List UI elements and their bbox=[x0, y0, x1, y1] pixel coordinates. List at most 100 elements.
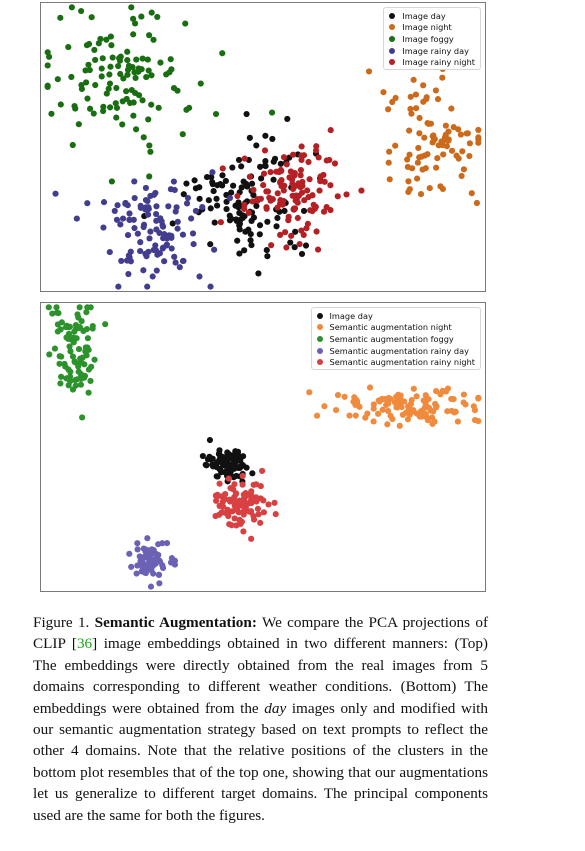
caption-emphasis-day: day bbox=[264, 699, 287, 717]
scatter-point bbox=[424, 417, 432, 424]
scatter-point bbox=[267, 169, 274, 176]
scatter-point bbox=[294, 214, 301, 222]
scatter-point bbox=[58, 373, 65, 380]
scatter-point bbox=[139, 97, 146, 104]
scatter-point bbox=[222, 490, 229, 498]
scatter-point bbox=[245, 209, 252, 216]
scatter-point bbox=[241, 155, 248, 162]
scatter-point bbox=[250, 191, 257, 199]
scatter-point bbox=[170, 85, 178, 92]
scatter-point bbox=[44, 82, 51, 89]
scatter-point bbox=[433, 164, 440, 171]
scatter-point bbox=[78, 81, 85, 89]
scatter-point bbox=[217, 180, 224, 188]
scatter-point bbox=[386, 148, 393, 155]
scatter-point bbox=[98, 65, 105, 72]
scatter-point bbox=[134, 562, 141, 569]
scatter-point bbox=[291, 169, 298, 177]
scatter-point bbox=[235, 204, 242, 211]
scatter-point bbox=[131, 194, 138, 202]
scatter-point bbox=[423, 94, 430, 101]
legend-marker bbox=[316, 359, 323, 366]
scatter-point bbox=[379, 406, 386, 413]
scatter-point bbox=[166, 232, 173, 239]
scatter-point bbox=[186, 104, 193, 111]
scatter-point bbox=[106, 80, 114, 87]
scatter-point bbox=[219, 50, 226, 57]
scatter-point bbox=[434, 96, 442, 103]
scatter-point bbox=[241, 213, 248, 220]
scatter-point bbox=[389, 98, 396, 106]
scatter-point bbox=[408, 110, 415, 117]
scatter-point bbox=[425, 120, 432, 127]
scatter-point bbox=[99, 55, 106, 62]
figure-caption: Figure 1. Semantic Augmentation: We comp… bbox=[33, 612, 488, 826]
scatter-point bbox=[432, 87, 440, 94]
scatter-point bbox=[128, 87, 135, 94]
scatter-point bbox=[228, 189, 235, 196]
series-image-night bbox=[365, 43, 482, 207]
scatter-point bbox=[64, 335, 72, 342]
scatter-point bbox=[392, 94, 399, 102]
scatter-point bbox=[211, 246, 218, 253]
scatter-point bbox=[305, 158, 312, 166]
scatter-point bbox=[228, 466, 235, 473]
scatter-point bbox=[67, 368, 74, 375]
scatter-point bbox=[287, 239, 294, 246]
legend-item-image-rainy-night: Image rainy night bbox=[389, 56, 475, 68]
scatter-point bbox=[264, 188, 272, 195]
scatter-point bbox=[169, 220, 176, 227]
scatter-point bbox=[380, 89, 387, 96]
scatter-point bbox=[62, 324, 70, 331]
scatter-point bbox=[238, 163, 245, 170]
scatter-point bbox=[243, 464, 250, 471]
scatter-point bbox=[316, 187, 323, 194]
scatter-point bbox=[222, 177, 229, 185]
scatter-point bbox=[416, 114, 423, 122]
scatter-point bbox=[241, 205, 248, 213]
scatter-point bbox=[387, 412, 394, 419]
scatter-point bbox=[124, 48, 131, 55]
scatter-point bbox=[471, 407, 479, 414]
scatter-point bbox=[159, 562, 166, 569]
scatter-point bbox=[475, 394, 482, 401]
scatter-point bbox=[146, 558, 153, 565]
scatter-point bbox=[260, 182, 267, 189]
scatter-point bbox=[129, 63, 136, 71]
scatter-point bbox=[172, 259, 179, 266]
scatter-point bbox=[213, 195, 220, 202]
scatter-point bbox=[148, 72, 155, 79]
scatter-point bbox=[307, 207, 314, 214]
scatter-point bbox=[386, 176, 393, 183]
scatter-point bbox=[84, 335, 91, 342]
scatter-point bbox=[226, 498, 234, 505]
scatter-point bbox=[124, 71, 131, 78]
scatter-point bbox=[250, 516, 258, 523]
scatter-point bbox=[127, 99, 134, 107]
scatter-point bbox=[243, 110, 250, 118]
scatter-point bbox=[145, 67, 152, 74]
scatter-point bbox=[414, 175, 421, 182]
scatter-point bbox=[145, 211, 152, 218]
scatter-point bbox=[233, 217, 240, 224]
scatter-point bbox=[145, 205, 152, 213]
scatter-point bbox=[180, 191, 187, 198]
scatter-point bbox=[226, 217, 234, 224]
scatter-point bbox=[147, 228, 154, 235]
scatter-point bbox=[257, 495, 264, 502]
bottom-scatter-plot: Image day Semantic augmentation night Sema… bbox=[40, 302, 486, 592]
scatter-point bbox=[343, 191, 350, 198]
scatter-point bbox=[113, 84, 120, 92]
scatter-point bbox=[352, 412, 359, 419]
scatter-point bbox=[91, 46, 98, 54]
citation-open: [ bbox=[71, 635, 77, 653]
scatter-point bbox=[140, 134, 147, 141]
scatter-point bbox=[302, 242, 310, 249]
scatter-point bbox=[72, 382, 79, 389]
scatter-point bbox=[75, 121, 82, 128]
scatter-point bbox=[183, 180, 190, 187]
scatter-point bbox=[84, 95, 91, 102]
scatter-point bbox=[236, 497, 243, 504]
scatter-point bbox=[291, 244, 298, 251]
citation-link[interactable]: 36 bbox=[76, 635, 93, 653]
